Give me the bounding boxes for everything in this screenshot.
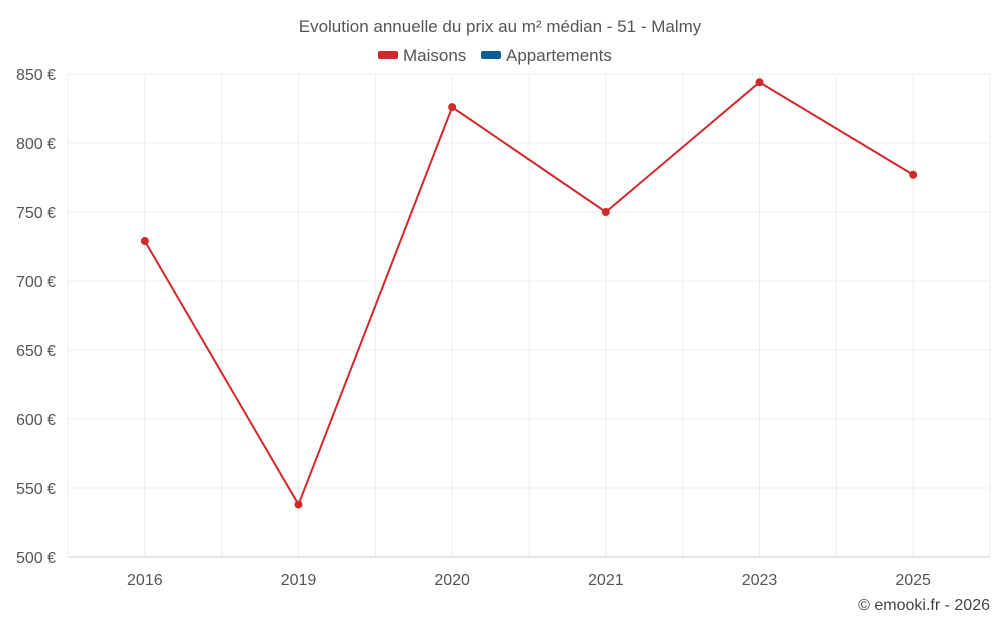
- data-point-maisons[interactable]: [294, 500, 303, 509]
- legend-item-appartements[interactable]: Appartements: [481, 46, 612, 65]
- y-tick-label: 650 €: [16, 343, 56, 360]
- y-tick-label: 850 €: [16, 67, 56, 84]
- y-tick-label: 700 €: [16, 274, 56, 291]
- y-tick-label: 600 €: [16, 412, 56, 429]
- y-tick-label: 800 €: [16, 136, 56, 153]
- chart-title: Evolution annuelle du prix au m² médian …: [299, 17, 702, 36]
- y-axis-tick-labels: 500 € 550 € 600 € 650 € 700 € 750 € 800 € 850 €: [16, 67, 56, 567]
- legend-item-maisons[interactable]: Maisons: [378, 46, 466, 65]
- x-tick-label: 2023: [742, 572, 778, 589]
- grid: [67, 73, 991, 558]
- legend-swatch-maisons: [378, 51, 398, 59]
- legend: Maisons Appartements: [378, 46, 612, 65]
- y-tick-label: 550 €: [16, 481, 56, 498]
- data-point-maisons[interactable]: [909, 170, 918, 179]
- x-tick-label: 2021: [588, 572, 624, 589]
- legend-label-maisons: Maisons: [403, 46, 466, 65]
- data-point-maisons[interactable]: [601, 208, 610, 216]
- x-tick-label: 2016: [127, 572, 163, 589]
- data-point-maisons[interactable]: [448, 103, 457, 112]
- x-tick-label: 2020: [434, 572, 470, 589]
- credit: © emooki.fr - 2026: [858, 597, 990, 614]
- x-tick-label: 2025: [895, 572, 931, 589]
- y-tick-label: 500 €: [16, 550, 56, 567]
- x-tick-label: 2019: [281, 572, 317, 589]
- data-point-maisons[interactable]: [755, 78, 764, 87]
- x-axis-tick-labels: 2016 2019 2020 2021 2023 2025: [127, 572, 931, 589]
- legend-swatch-appartements: [481, 51, 501, 59]
- series-line-maisons: [143, 81, 914, 507]
- legend-label-appartements: Appartements: [506, 46, 612, 65]
- data-point-maisons[interactable]: [140, 236, 149, 245]
- y-tick-label: 750 €: [16, 205, 56, 222]
- series-maisons: [140, 78, 918, 509]
